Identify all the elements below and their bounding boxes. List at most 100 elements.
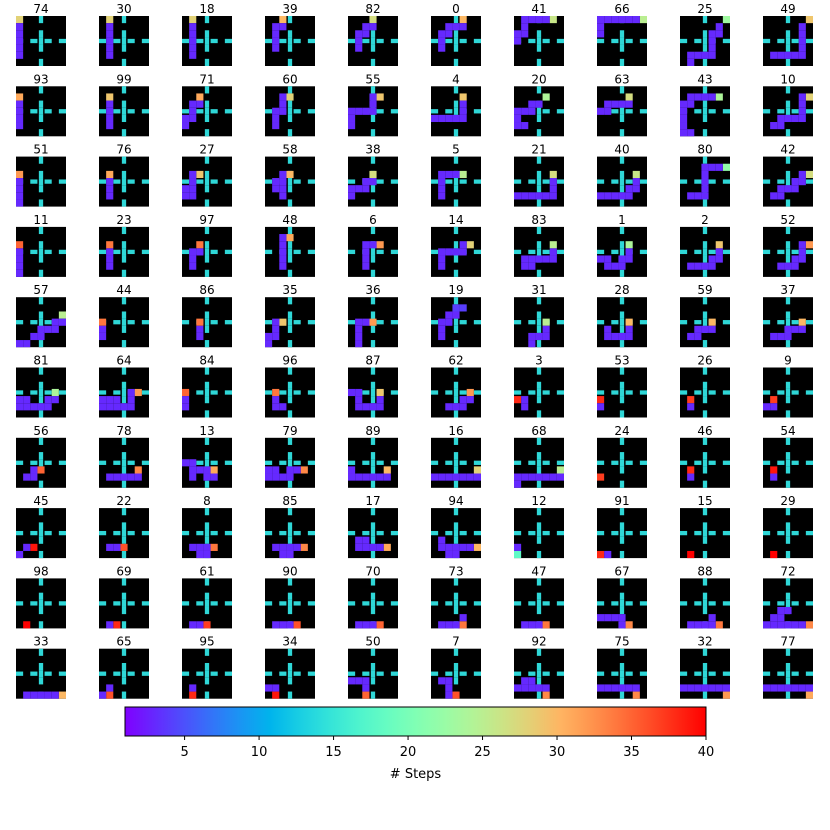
- barrier-cell: [785, 508, 791, 516]
- barrier-cell: [536, 178, 542, 186]
- panel: 18: [182, 2, 232, 66]
- step-cell: [383, 466, 391, 474]
- panel-title: 47: [531, 564, 546, 578]
- step-cell: [58, 311, 66, 319]
- step-cell: [466, 543, 474, 551]
- barrier-cell: [597, 460, 605, 465]
- barrier-cell: [224, 601, 232, 606]
- step-cell: [355, 396, 363, 404]
- barrier-cell: [362, 530, 370, 536]
- barrier-cell: [121, 226, 127, 235]
- step-cell: [23, 543, 31, 551]
- step-cell: [279, 255, 287, 263]
- barrier-cell: [370, 662, 376, 671]
- step-cell: [466, 473, 474, 481]
- panel: 61: [182, 564, 232, 629]
- barrier-cell: [625, 109, 633, 114]
- panel: 35: [265, 283, 315, 348]
- step-cell: [604, 332, 612, 341]
- barrier-cell: [785, 156, 791, 164]
- step-cell: [708, 614, 716, 622]
- barrier-cell: [453, 185, 459, 193]
- barrier-cell: [785, 241, 791, 249]
- barrier-cell: [473, 249, 481, 255]
- step-cell: [23, 691, 31, 699]
- barrier-cell: [204, 297, 210, 305]
- barrier-cell: [785, 550, 791, 559]
- step-cell: [362, 185, 370, 193]
- barrier-cell: [121, 44, 127, 52]
- step-cell: [777, 51, 785, 59]
- barrier-cell: [805, 320, 813, 325]
- panel-title: 40: [614, 143, 629, 157]
- barrier-cell: [204, 578, 210, 586]
- barrier-cell: [777, 390, 785, 395]
- panel-title: 24: [614, 424, 629, 438]
- step-cell: [459, 241, 467, 249]
- panel-title: 26: [697, 354, 712, 368]
- barrier-cell: [453, 340, 459, 348]
- barrier-cell: [370, 58, 376, 66]
- step-cell: [639, 16, 647, 24]
- panel-title: 69: [116, 564, 131, 578]
- barrier-cell: [680, 38, 688, 44]
- step-cell: [452, 403, 460, 411]
- step-cell: [279, 403, 287, 411]
- barrier-cell: [453, 325, 459, 333]
- barrier-cell: [702, 58, 708, 66]
- step-cell: [23, 403, 31, 411]
- step-cell: [452, 248, 460, 256]
- barrier-cell: [702, 480, 708, 488]
- step-cell: [279, 93, 287, 101]
- panel-title: 4: [452, 72, 460, 86]
- barrier-cell: [38, 648, 44, 656]
- step-cell: [16, 396, 24, 404]
- barrier-cell: [38, 114, 44, 123]
- panel-title: 94: [448, 494, 463, 508]
- barrier-cell: [287, 606, 293, 615]
- panel: 38: [348, 143, 398, 207]
- step-cell: [127, 403, 135, 411]
- step-cell: [535, 16, 543, 24]
- barrier-cell: [619, 508, 625, 516]
- barrier-cell: [619, 459, 625, 467]
- panel-title: 19: [448, 283, 463, 297]
- step-cell: [791, 255, 799, 263]
- step-cell: [203, 473, 211, 481]
- step-cell: [618, 262, 626, 270]
- step-cell: [556, 473, 564, 481]
- barrier-cell: [370, 367, 376, 375]
- step-cell: [459, 403, 467, 411]
- barrier-cell: [38, 16, 44, 24]
- step-cell: [625, 318, 633, 326]
- panel-title: 16: [448, 424, 463, 438]
- barrier-cell: [556, 671, 564, 676]
- step-cell: [362, 403, 370, 411]
- step-cell: [44, 691, 52, 699]
- panel-title: 64: [116, 354, 131, 368]
- barrier-cell: [38, 178, 44, 186]
- barrier-cell: [287, 340, 293, 348]
- barrier-cell: [121, 30, 127, 38]
- barrier-cell: [38, 459, 44, 467]
- panel-title: 36: [365, 283, 380, 297]
- barrier-cell: [785, 480, 791, 488]
- barrier-cell: [370, 670, 376, 678]
- step-cell: [16, 340, 24, 348]
- panel-title: 96: [282, 354, 297, 368]
- step-cell: [272, 332, 280, 341]
- step-cell: [459, 93, 467, 101]
- step-cell: [272, 543, 280, 551]
- step-cell: [445, 23, 453, 31]
- barrier-cell: [16, 530, 24, 536]
- panel: 64: [99, 354, 149, 418]
- step-cell: [611, 16, 619, 24]
- barrier-cell: [293, 249, 301, 255]
- step-cell: [120, 543, 128, 551]
- panel-title: 44: [116, 283, 131, 297]
- step-cell: [708, 621, 716, 629]
- barrier-cell: [287, 529, 293, 537]
- barrier-cell: [210, 671, 218, 676]
- barrier-cell: [141, 671, 149, 676]
- barrier-cell: [453, 606, 459, 615]
